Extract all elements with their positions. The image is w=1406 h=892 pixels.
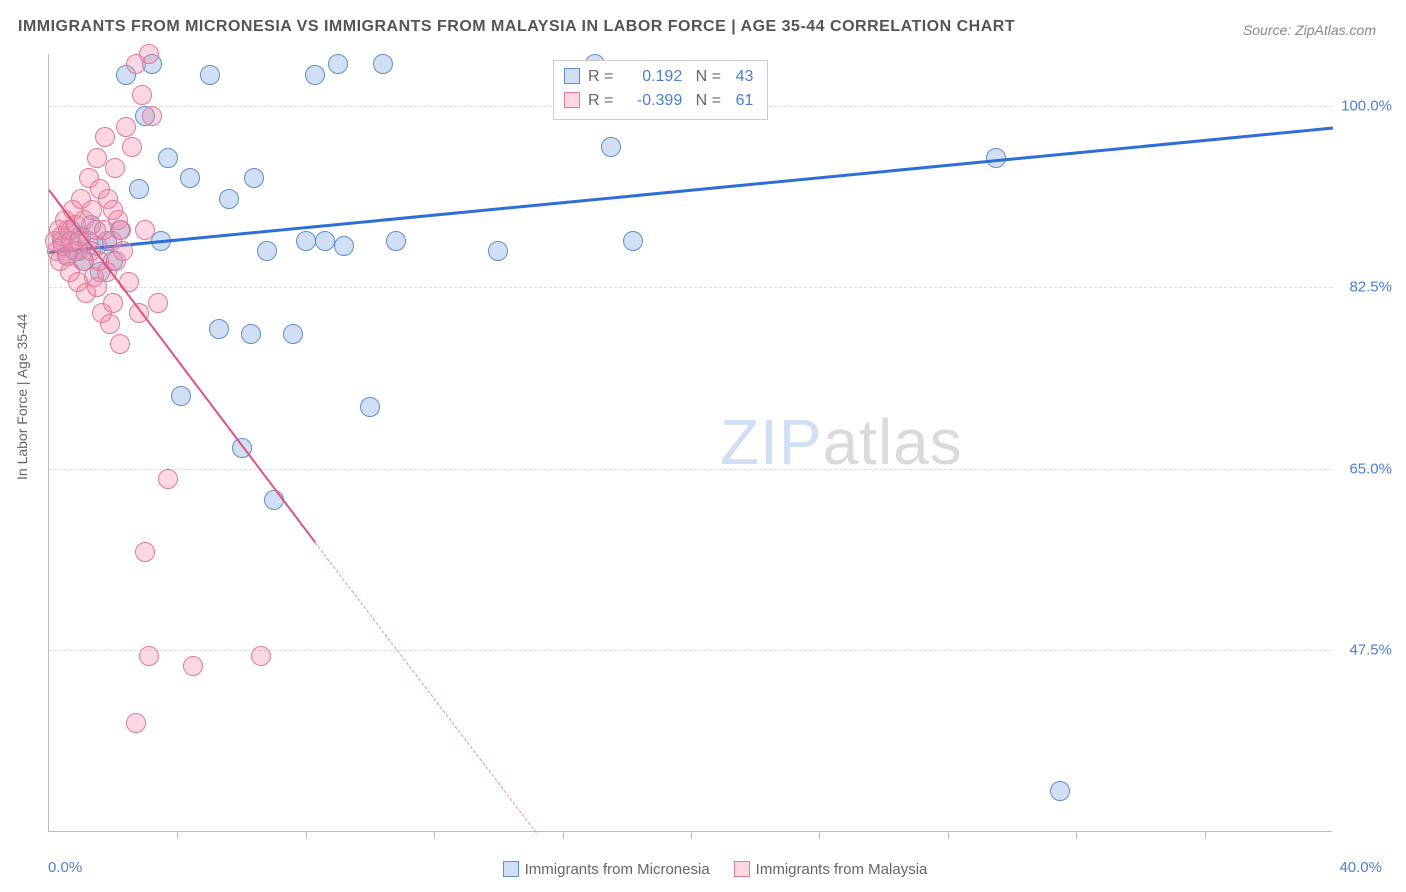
scatter-point [148, 293, 168, 313]
x-tick [306, 831, 307, 839]
gridline-h [49, 650, 1332, 651]
y-tick-label: 82.5% [1349, 279, 1392, 296]
scatter-point [219, 189, 239, 209]
scatter-point [488, 241, 508, 261]
scatter-point [126, 713, 146, 733]
scatter-point [251, 646, 271, 666]
scatter-point [132, 85, 152, 105]
scatter-point [116, 117, 136, 137]
scatter-point [328, 54, 348, 74]
scatter-point [139, 44, 159, 64]
x-tick [434, 831, 435, 839]
scatter-point [129, 179, 149, 199]
plot-area [48, 54, 1332, 832]
n-value: 61 [725, 89, 753, 113]
trend-line [49, 127, 1333, 254]
scatter-point [122, 137, 142, 157]
scatter-point [87, 277, 107, 297]
scatter-point [296, 231, 316, 251]
stats-row: R = 0.192 N = 43 [564, 65, 753, 89]
x-tick [563, 831, 564, 839]
y-tick-label: 47.5% [1349, 642, 1392, 659]
x-tick [691, 831, 692, 839]
legend-swatch [564, 92, 580, 108]
legend-swatch [564, 68, 580, 84]
r-value: -0.399 [622, 89, 682, 113]
scatter-point [209, 319, 229, 339]
stats-row: R = -0.399 N = 61 [564, 89, 753, 113]
x-tick [819, 831, 820, 839]
scatter-point [623, 231, 643, 251]
scatter-point [113, 241, 133, 261]
trend-line [315, 542, 537, 833]
scatter-point [373, 54, 393, 74]
scatter-point [110, 334, 130, 354]
scatter-point [264, 490, 284, 510]
chart-title: IMMIGRANTS FROM MICRONESIA VS IMMIGRANTS… [18, 18, 1015, 36]
scatter-point [171, 386, 191, 406]
x-tick [948, 831, 949, 839]
scatter-point [100, 314, 120, 334]
scatter-point [135, 220, 155, 240]
scatter-point [360, 397, 380, 417]
legend-swatch [734, 861, 750, 877]
scatter-point [135, 542, 155, 562]
scatter-point [103, 200, 123, 220]
n-value: 43 [725, 65, 753, 89]
scatter-point [334, 236, 354, 256]
scatter-point [601, 137, 621, 157]
x-tick [1076, 831, 1077, 839]
scatter-point [200, 65, 220, 85]
scatter-point [283, 324, 303, 344]
y-axis-label: In Labor Force | Age 35-44 [14, 314, 30, 480]
scatter-point [139, 646, 159, 666]
scatter-point [158, 469, 178, 489]
y-tick-label: 65.0% [1349, 460, 1392, 477]
source-attribution: Source: ZipAtlas.com [1243, 22, 1376, 38]
trend-line [48, 189, 316, 543]
legend-label: Immigrants from Micronesia [525, 861, 710, 878]
scatter-point [257, 241, 277, 261]
scatter-point [111, 220, 131, 240]
scatter-point [103, 293, 123, 313]
scatter-point [241, 324, 261, 344]
legend-swatch [503, 861, 519, 877]
scatter-point [244, 168, 264, 188]
scatter-point [386, 231, 406, 251]
scatter-point [95, 127, 115, 147]
gridline-h [49, 469, 1332, 470]
scatter-point [180, 168, 200, 188]
x-tick [177, 831, 178, 839]
scatter-point [1050, 781, 1070, 801]
scatter-point [183, 656, 203, 676]
stats-legend-box: R = 0.192 N = 43R = -0.399 N = 61 [553, 60, 768, 120]
scatter-point [142, 106, 162, 126]
legend-bottom: Immigrants from Micronesia Immigrants fro… [0, 861, 1406, 878]
r-value: 0.192 [622, 65, 682, 89]
x-tick [1205, 831, 1206, 839]
scatter-point [105, 158, 125, 178]
y-tick-label: 100.0% [1341, 97, 1392, 114]
gridline-h [49, 287, 1332, 288]
scatter-point [158, 148, 178, 168]
legend-label: Immigrants from Malaysia [756, 861, 928, 878]
scatter-point [315, 231, 335, 251]
scatter-point [305, 65, 325, 85]
